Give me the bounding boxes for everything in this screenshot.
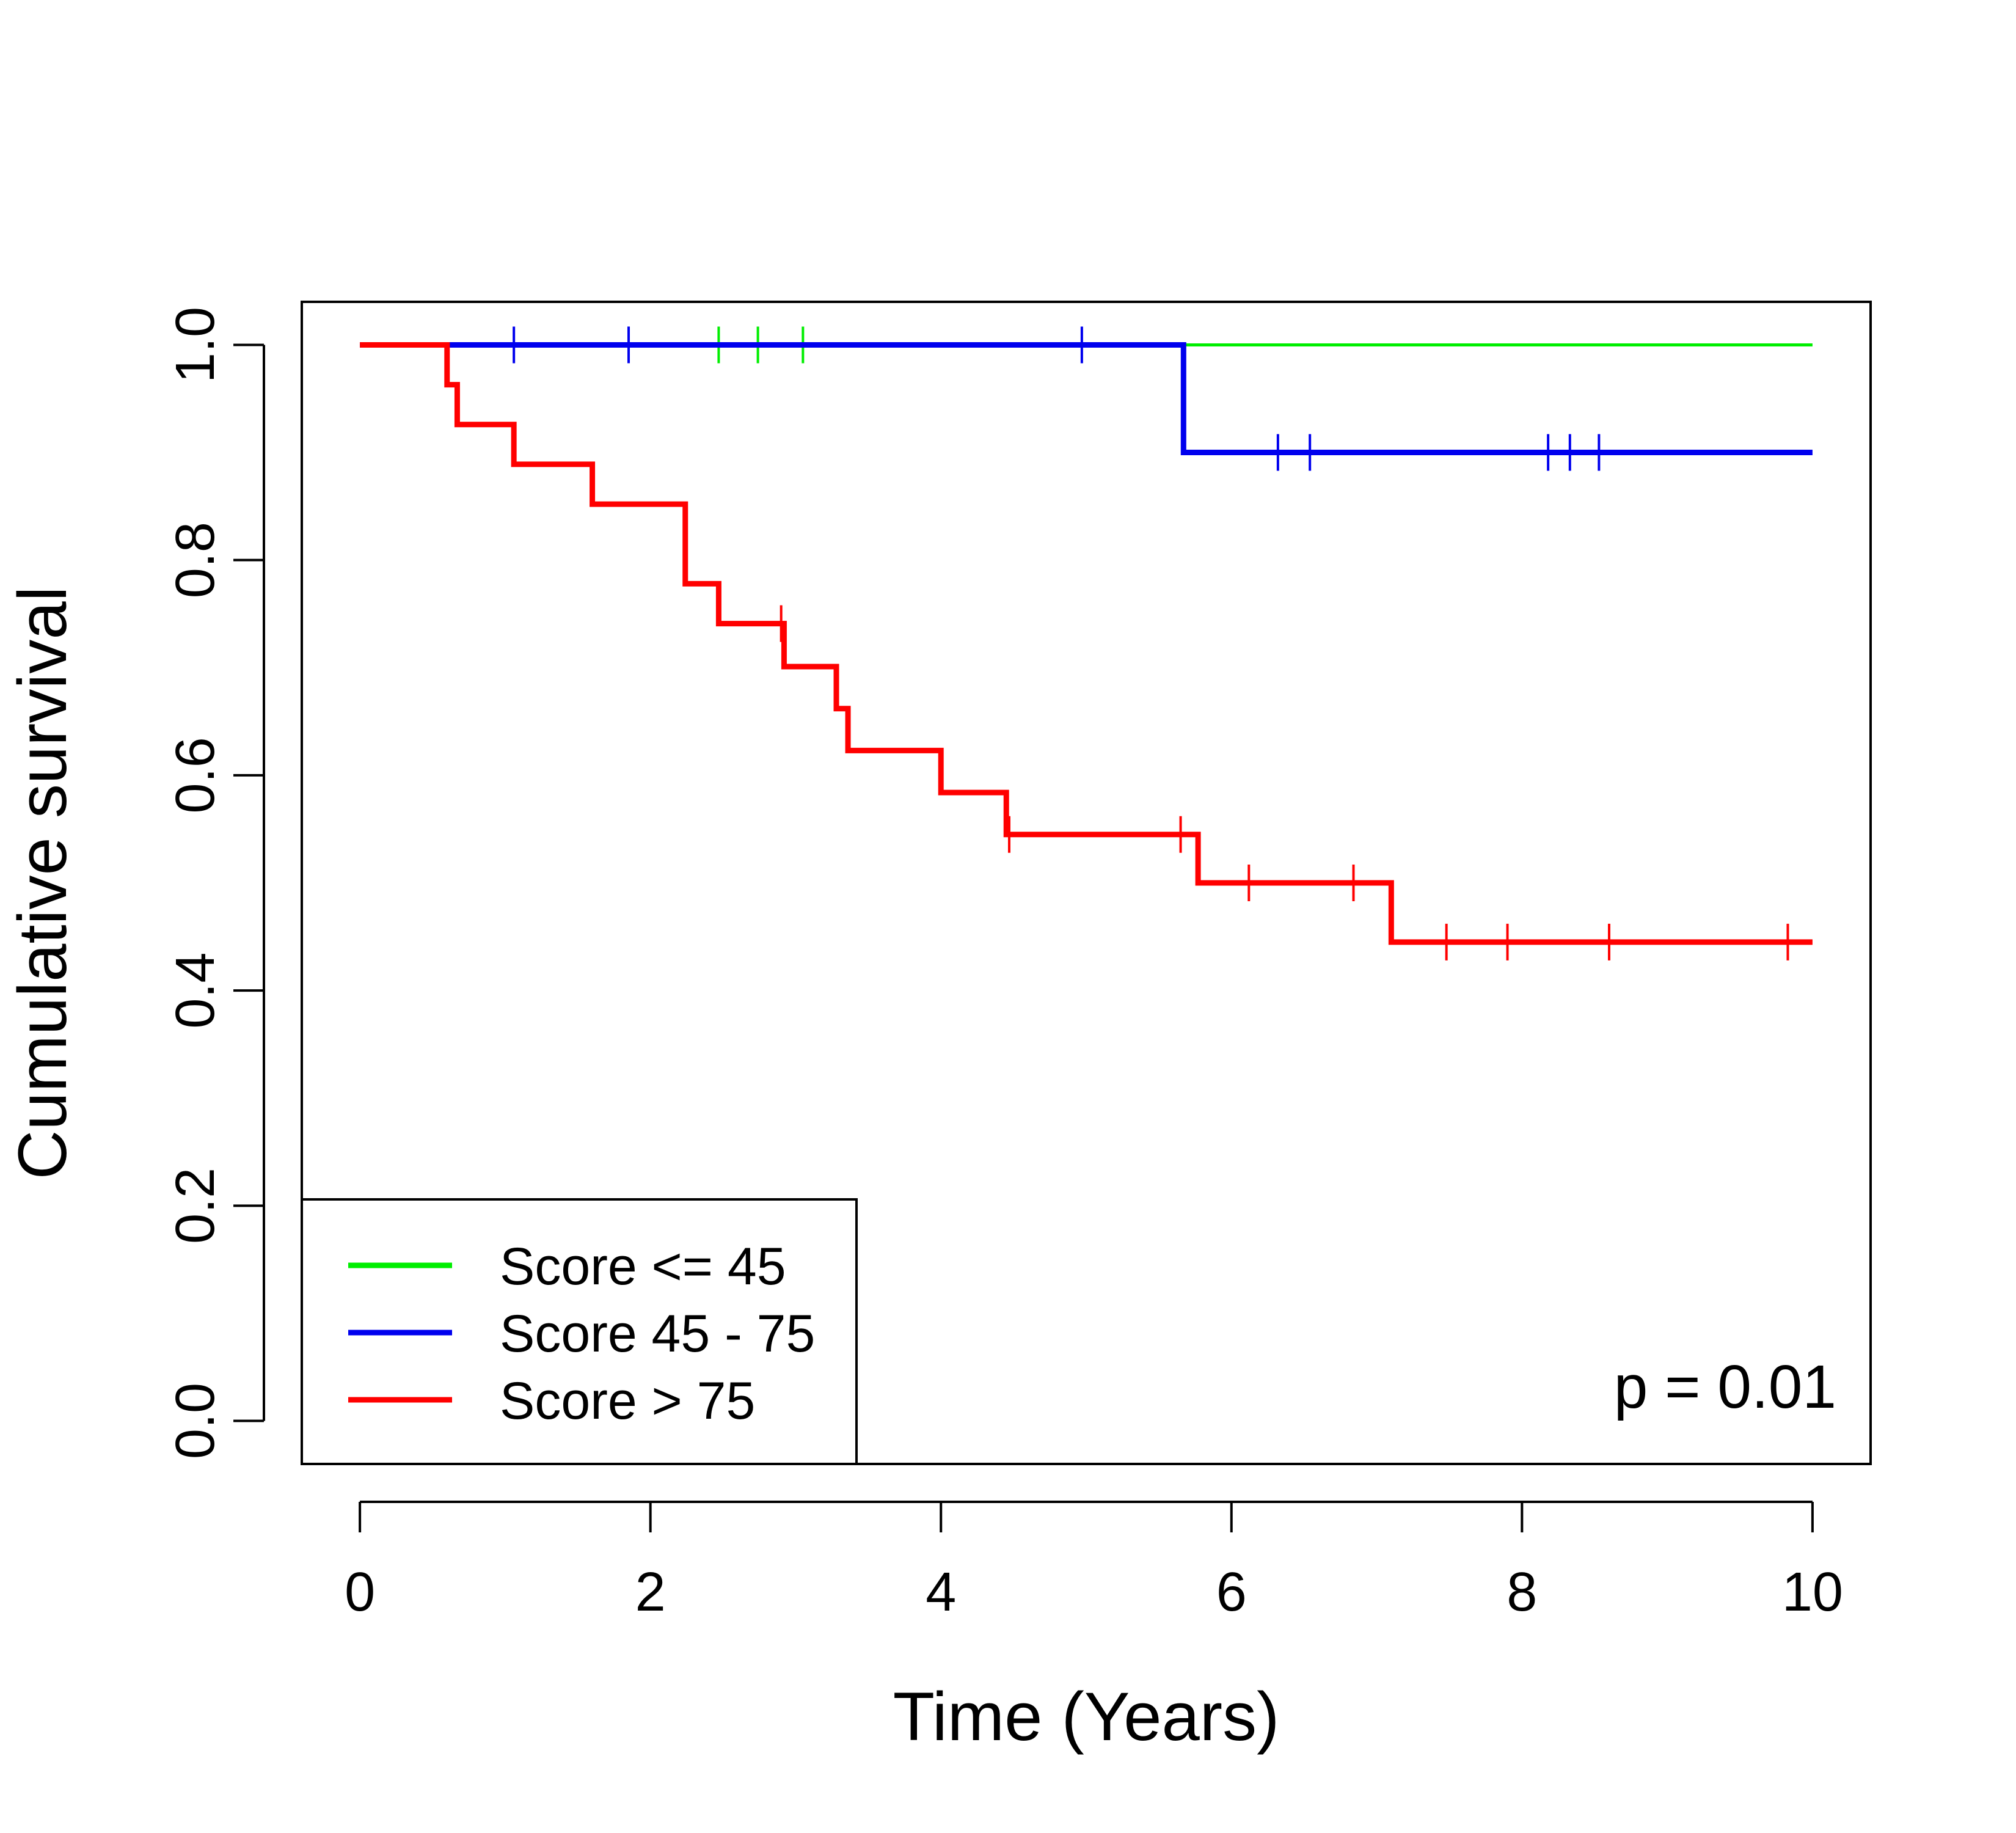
- curve-score-75: [360, 342, 1813, 945]
- legend-label-score-45-75: Score 45 - 75: [500, 1304, 815, 1363]
- y-axis: 0.0 0.2 0.4 0.6 0.8 1.0: [165, 307, 265, 1459]
- curves-layer: [360, 326, 1813, 960]
- x-tick-label: 6: [1216, 1562, 1247, 1623]
- y-tick-label: 0.8: [165, 522, 226, 598]
- y-tick-label: 1.0: [165, 307, 226, 383]
- p-value-annotation: p = 0.01: [1614, 1353, 1836, 1421]
- x-axis: 0 2 4 6 8 10: [345, 1501, 1843, 1623]
- x-axis-label: Time (Years): [893, 1678, 1280, 1755]
- y-tick-label: 0.6: [165, 737, 226, 813]
- y-tick-label: 0.2: [165, 1168, 226, 1244]
- legend-label-score-gt-75: Score > 75: [500, 1372, 755, 1430]
- x-tick-label: 4: [926, 1562, 956, 1623]
- legend-label-score-le-45: Score <= 45: [500, 1237, 786, 1296]
- y-tick-label: 0.0: [165, 1383, 226, 1459]
- plot-frame: [301, 301, 1872, 1465]
- x-tick-label: 10: [1782, 1562, 1843, 1623]
- x-tick-label: 0: [345, 1562, 375, 1623]
- curve-score-45-75: [360, 342, 1813, 456]
- x-tick-label: 8: [1507, 1562, 1537, 1623]
- y-axis-label: Cumulative survival: [4, 587, 81, 1180]
- y-tick-label: 0.4: [165, 953, 226, 1029]
- x-tick-label: 2: [635, 1562, 666, 1623]
- legend: Score <= 45 Score 45 - 75 Score > 75: [301, 1198, 858, 1465]
